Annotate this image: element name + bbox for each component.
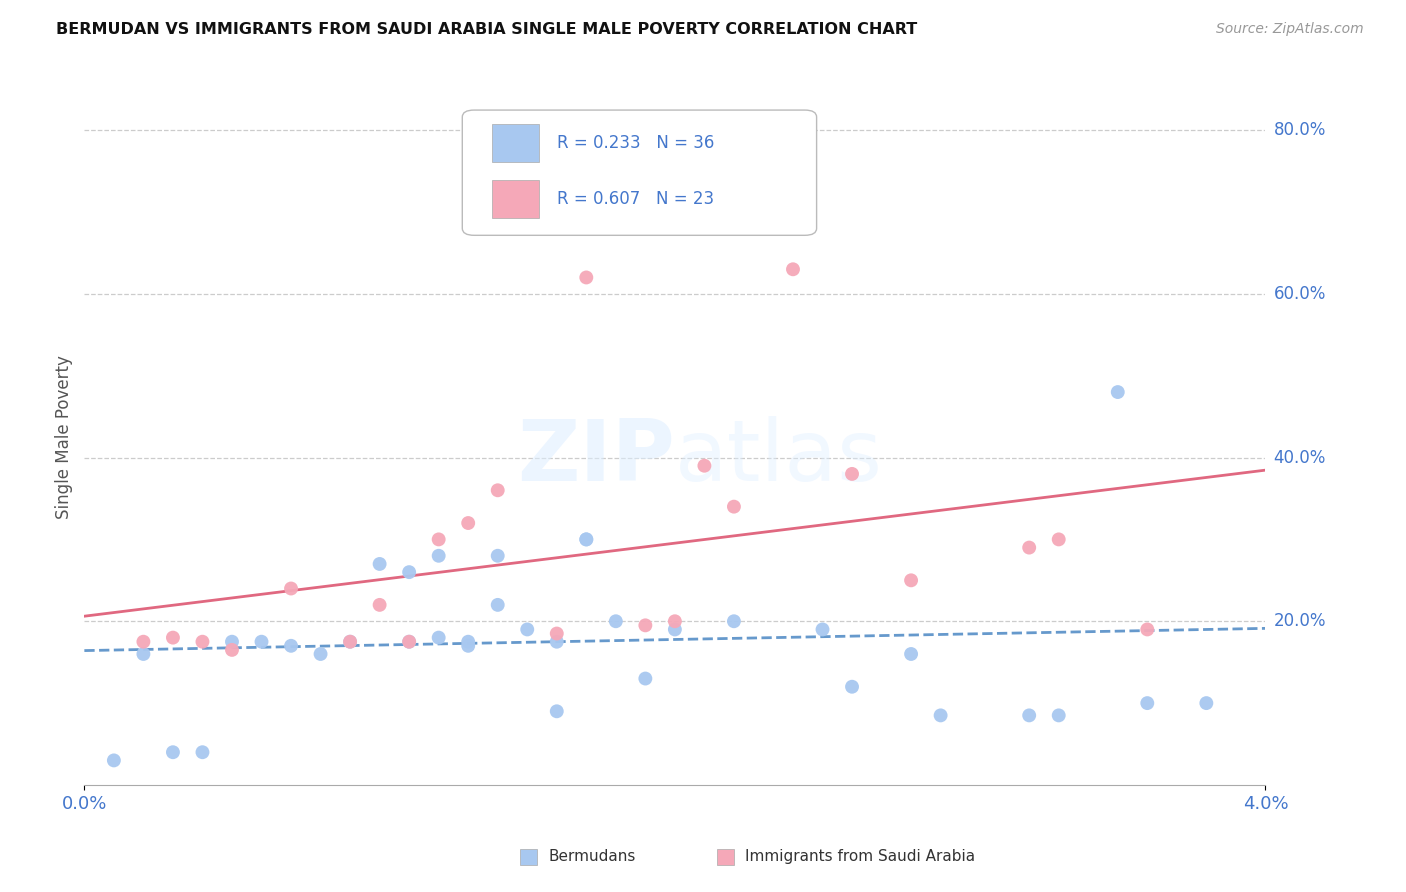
- Point: [427, 631, 450, 645]
- Point: [575, 270, 598, 285]
- Point: [900, 574, 922, 588]
- Point: [132, 647, 155, 661]
- Point: [103, 753, 125, 767]
- Point: [339, 634, 361, 648]
- Point: [221, 643, 243, 657]
- FancyBboxPatch shape: [492, 124, 538, 162]
- Point: [457, 516, 479, 530]
- Point: [398, 565, 420, 579]
- Text: atlas: atlas: [675, 417, 883, 500]
- Point: [1018, 541, 1040, 555]
- Point: [1195, 696, 1218, 710]
- Point: [664, 623, 686, 637]
- Point: [309, 647, 332, 661]
- Point: [634, 672, 657, 686]
- Text: ZIP: ZIP: [517, 417, 675, 500]
- Point: [398, 634, 420, 648]
- FancyBboxPatch shape: [463, 110, 817, 235]
- Point: [427, 549, 450, 563]
- Text: Bermudans: Bermudans: [548, 849, 636, 863]
- Point: [427, 533, 450, 547]
- Point: [1107, 385, 1129, 400]
- Text: Immigrants from Saudi Arabia: Immigrants from Saudi Arabia: [745, 849, 976, 863]
- Point: [457, 634, 479, 648]
- Point: [1047, 533, 1070, 547]
- Point: [132, 634, 155, 648]
- Point: [546, 626, 568, 640]
- Point: [546, 704, 568, 718]
- Point: [664, 614, 686, 628]
- Point: [1047, 708, 1070, 723]
- Point: [368, 557, 391, 571]
- Point: [280, 582, 302, 596]
- Point: [191, 634, 214, 648]
- Text: 20.0%: 20.0%: [1274, 612, 1326, 631]
- Text: Source: ZipAtlas.com: Source: ZipAtlas.com: [1216, 22, 1364, 37]
- Point: [841, 467, 863, 481]
- Point: [250, 634, 273, 648]
- Point: [693, 458, 716, 473]
- Point: [486, 549, 509, 563]
- Text: 60.0%: 60.0%: [1274, 285, 1326, 303]
- Point: [191, 745, 214, 759]
- Point: [1136, 623, 1159, 637]
- Point: [398, 634, 420, 648]
- Point: [605, 614, 627, 628]
- Point: [546, 634, 568, 648]
- Point: [457, 639, 479, 653]
- Text: 40.0%: 40.0%: [1274, 449, 1326, 467]
- Point: [1136, 696, 1159, 710]
- Point: [841, 680, 863, 694]
- Point: [575, 533, 598, 547]
- Point: [339, 634, 361, 648]
- Point: [723, 614, 745, 628]
- Point: [486, 483, 509, 498]
- Point: [280, 639, 302, 653]
- Point: [723, 500, 745, 514]
- Point: [162, 745, 184, 759]
- Point: [782, 262, 804, 277]
- Point: [575, 533, 598, 547]
- Text: R = 0.233   N = 36: R = 0.233 N = 36: [557, 134, 714, 153]
- Point: [634, 618, 657, 632]
- Point: [811, 623, 834, 637]
- Point: [221, 634, 243, 648]
- FancyBboxPatch shape: [492, 179, 538, 218]
- Point: [516, 623, 538, 637]
- Text: 80.0%: 80.0%: [1274, 121, 1326, 139]
- Y-axis label: Single Male Poverty: Single Male Poverty: [55, 355, 73, 519]
- Point: [1018, 708, 1040, 723]
- Point: [486, 598, 509, 612]
- Point: [900, 647, 922, 661]
- Text: R = 0.607   N = 23: R = 0.607 N = 23: [557, 190, 714, 208]
- Point: [162, 631, 184, 645]
- Text: BERMUDAN VS IMMIGRANTS FROM SAUDI ARABIA SINGLE MALE POVERTY CORRELATION CHART: BERMUDAN VS IMMIGRANTS FROM SAUDI ARABIA…: [56, 22, 918, 37]
- Point: [929, 708, 952, 723]
- Point: [368, 598, 391, 612]
